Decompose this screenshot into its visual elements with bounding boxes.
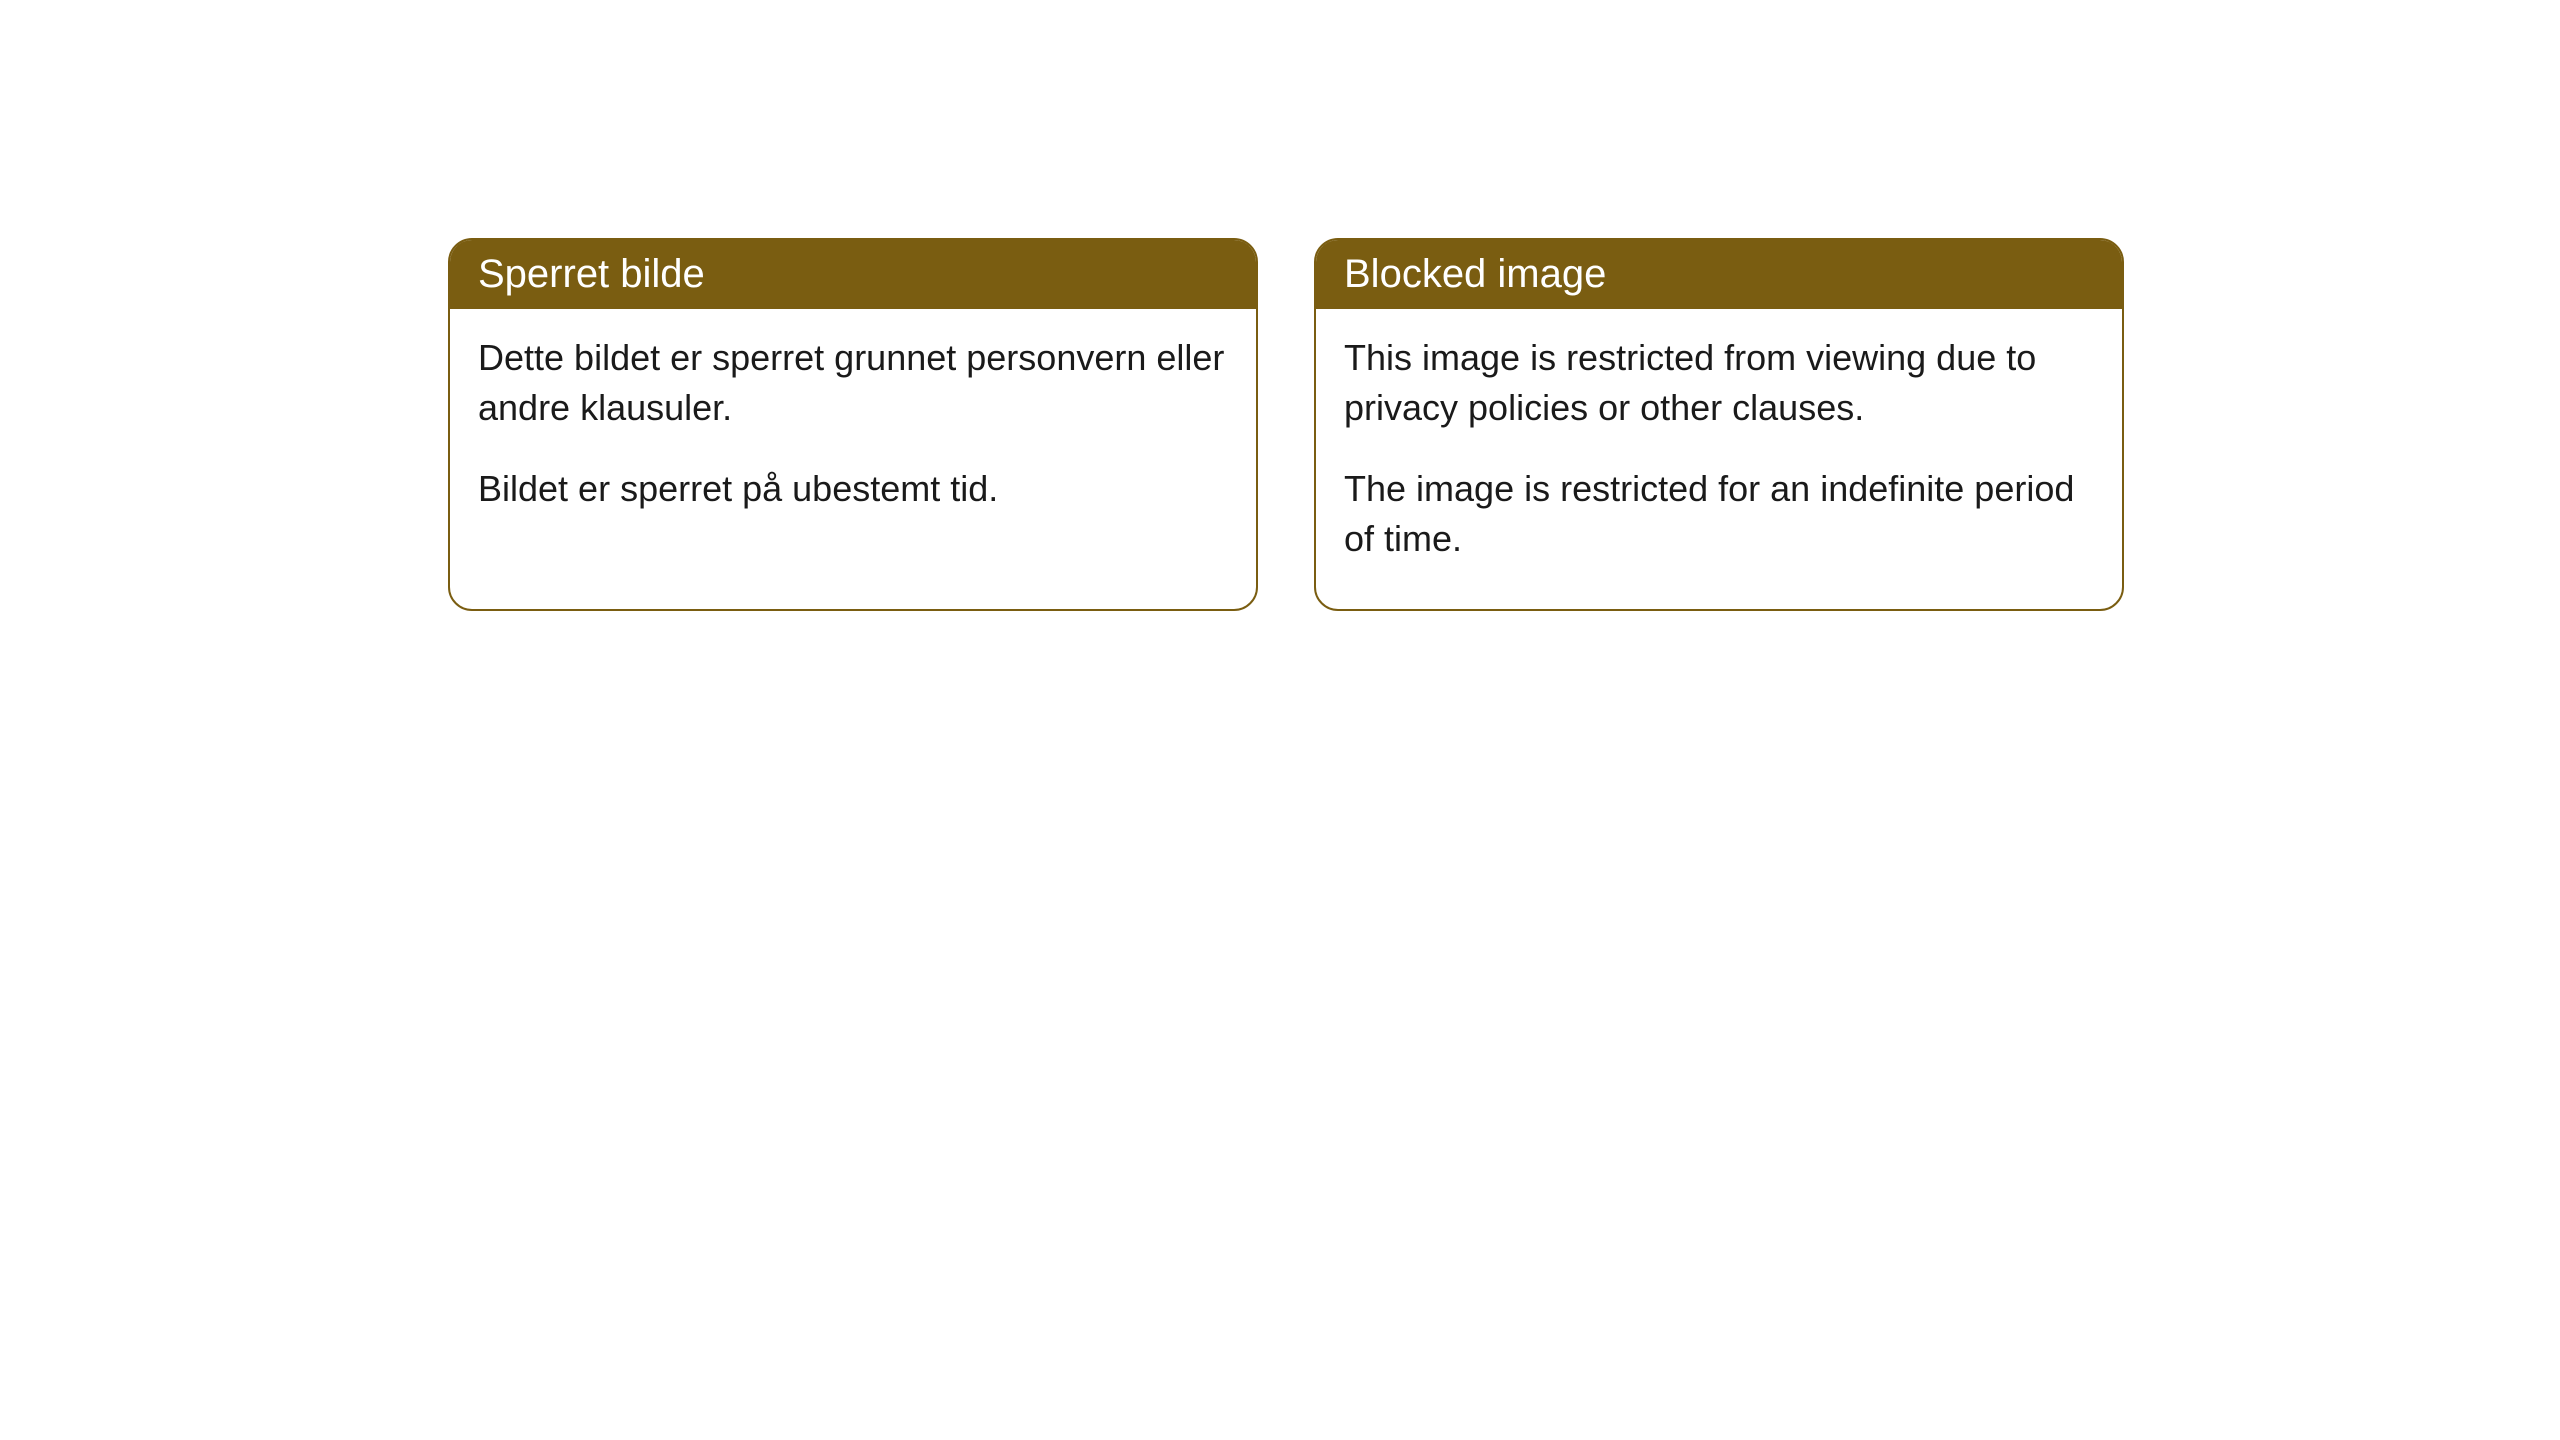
card-body: This image is restricted from viewing du…	[1316, 309, 2122, 609]
notice-card-english: Blocked image This image is restricted f…	[1314, 238, 2124, 611]
notice-card-norwegian: Sperret bilde Dette bildet er sperret gr…	[448, 238, 1258, 611]
card-paragraph: Bildet er sperret på ubestemt tid.	[478, 464, 1228, 514]
card-header: Sperret bilde	[450, 240, 1256, 309]
notice-cards-container: Sperret bilde Dette bildet er sperret gr…	[448, 238, 2560, 611]
card-title: Sperret bilde	[478, 252, 705, 296]
card-paragraph: This image is restricted from viewing du…	[1344, 333, 2094, 434]
card-body: Dette bildet er sperret grunnet personve…	[450, 309, 1256, 558]
card-header: Blocked image	[1316, 240, 2122, 309]
card-paragraph: Dette bildet er sperret grunnet personve…	[478, 333, 1228, 434]
card-title: Blocked image	[1344, 252, 1606, 296]
card-paragraph: The image is restricted for an indefinit…	[1344, 464, 2094, 565]
